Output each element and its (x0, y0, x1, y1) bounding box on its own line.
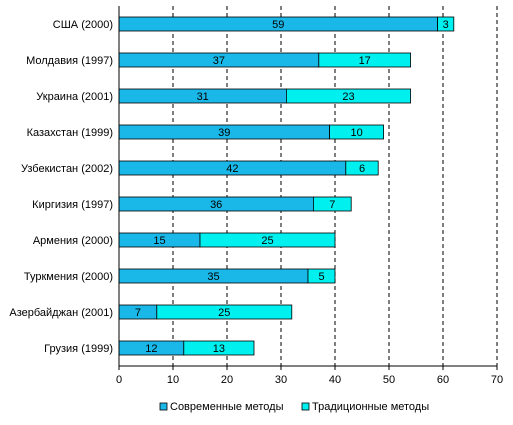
bar-value-label: 39 (218, 127, 230, 139)
bar-value-label: 31 (197, 91, 209, 103)
bar-value-label: 13 (213, 343, 225, 355)
x-tick-label: 30 (275, 374, 287, 386)
bar-value-label: 5 (318, 271, 324, 283)
bar-segment (318, 52, 411, 68)
legend-label: Традиционные методы (312, 401, 429, 413)
x-tick-label: 10 (167, 374, 179, 386)
bar-value-label: 12 (145, 343, 157, 355)
bar-value-label: 23 (342, 91, 354, 103)
category-label: Грузия (1999) (44, 343, 113, 355)
legend-swatch (159, 402, 168, 411)
category-label: США (2000) (53, 19, 113, 31)
bar-value-label: 6 (359, 163, 365, 175)
bar-value-label: 36 (210, 199, 222, 211)
bar-value-label: 37 (213, 55, 225, 67)
legend-label: Современные методы (170, 401, 284, 413)
bar-value-label: 25 (218, 307, 230, 319)
category-label: Азербайджан (2001) (9, 307, 113, 319)
category-label: Армения (2000) (33, 235, 113, 247)
x-axis: 0 10 20 30 40 50 60 70 (116, 6, 503, 386)
bar-value-label: 42 (226, 163, 238, 175)
bar-value-label: 10 (350, 127, 362, 139)
category-label: Туркмения (2000) (24, 271, 113, 283)
bar-value-label: 59 (272, 19, 284, 31)
bar-value-label: 17 (359, 55, 371, 67)
bar-value-label: 7 (135, 307, 141, 319)
category-labels: США (2000) Молдавия (1997) Украина (2001) К… (9, 19, 113, 355)
bar-segment (156, 304, 293, 320)
bar-segment (307, 268, 336, 284)
bar-value-label: 25 (261, 235, 273, 247)
bar-segment (345, 160, 379, 176)
category-label: Казахстан (1999) (27, 127, 113, 139)
bar-segment (312, 196, 352, 212)
bar-segment (285, 88, 411, 104)
x-tick-label: 0 (116, 374, 122, 386)
legend: Современные методы Традиционные методы (159, 401, 429, 413)
bar-value-label: 3 (443, 19, 449, 31)
bar-segment (329, 124, 385, 140)
bars: 59 3 37 17 31 23 39 10 42 6 36 7 15 25 35 5 7 25 12 13 (118, 16, 455, 356)
bar-segment (183, 340, 255, 356)
x-tick-label: 70 (491, 374, 503, 386)
bar-value-label: 15 (153, 235, 165, 247)
bar-value-label: 35 (207, 271, 219, 283)
category-label: Узбекистан (2002) (21, 163, 113, 175)
x-tick-label: 20 (221, 374, 233, 386)
x-tick-label: 50 (383, 374, 395, 386)
legend-swatch (301, 402, 310, 411)
x-tick-label: 60 (437, 374, 449, 386)
bar-segment (437, 16, 455, 32)
category-label: Молдавия (1997) (26, 55, 113, 67)
x-tick-label: 40 (329, 374, 341, 386)
bar-value-label: 7 (329, 199, 335, 211)
category-label: Украина (2001) (36, 91, 113, 103)
bar-segment (199, 232, 336, 248)
category-label: Киргизия (1997) (32, 199, 113, 211)
